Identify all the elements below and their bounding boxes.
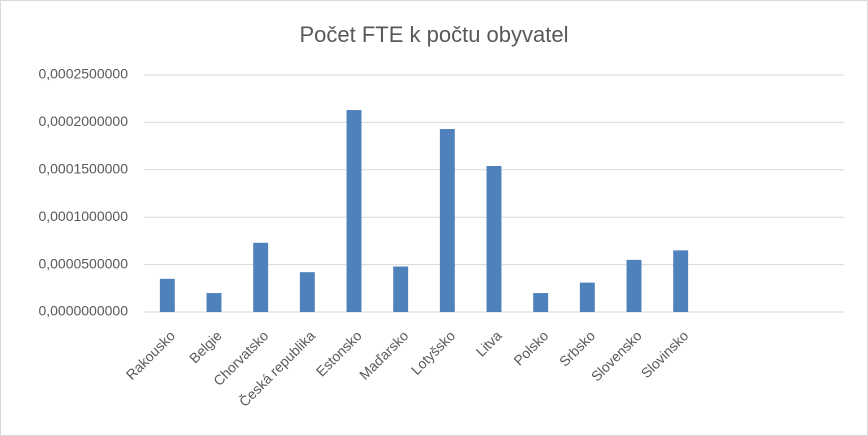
bar xyxy=(346,110,362,313)
bar xyxy=(673,250,689,312)
bar xyxy=(299,272,315,312)
chart-title: Počet FTE k počtu obyvatel xyxy=(299,22,568,47)
bar xyxy=(486,166,502,312)
y-tick-label: 0,0001500000 xyxy=(38,161,128,177)
y-tick-label: 0,0002000000 xyxy=(38,113,128,129)
bar xyxy=(253,242,269,312)
bar xyxy=(439,129,455,312)
bar xyxy=(533,293,549,312)
bar xyxy=(626,259,642,312)
y-tick-label: 0,0000000000 xyxy=(38,303,128,319)
y-tick-label: 0,0001000000 xyxy=(38,208,128,224)
y-tick-label: 0,0000500000 xyxy=(38,255,128,271)
y-tick-label: 0,0002500000 xyxy=(38,66,128,82)
bar xyxy=(159,278,175,312)
bar xyxy=(206,293,222,312)
bar xyxy=(579,282,595,312)
bar xyxy=(393,266,409,312)
